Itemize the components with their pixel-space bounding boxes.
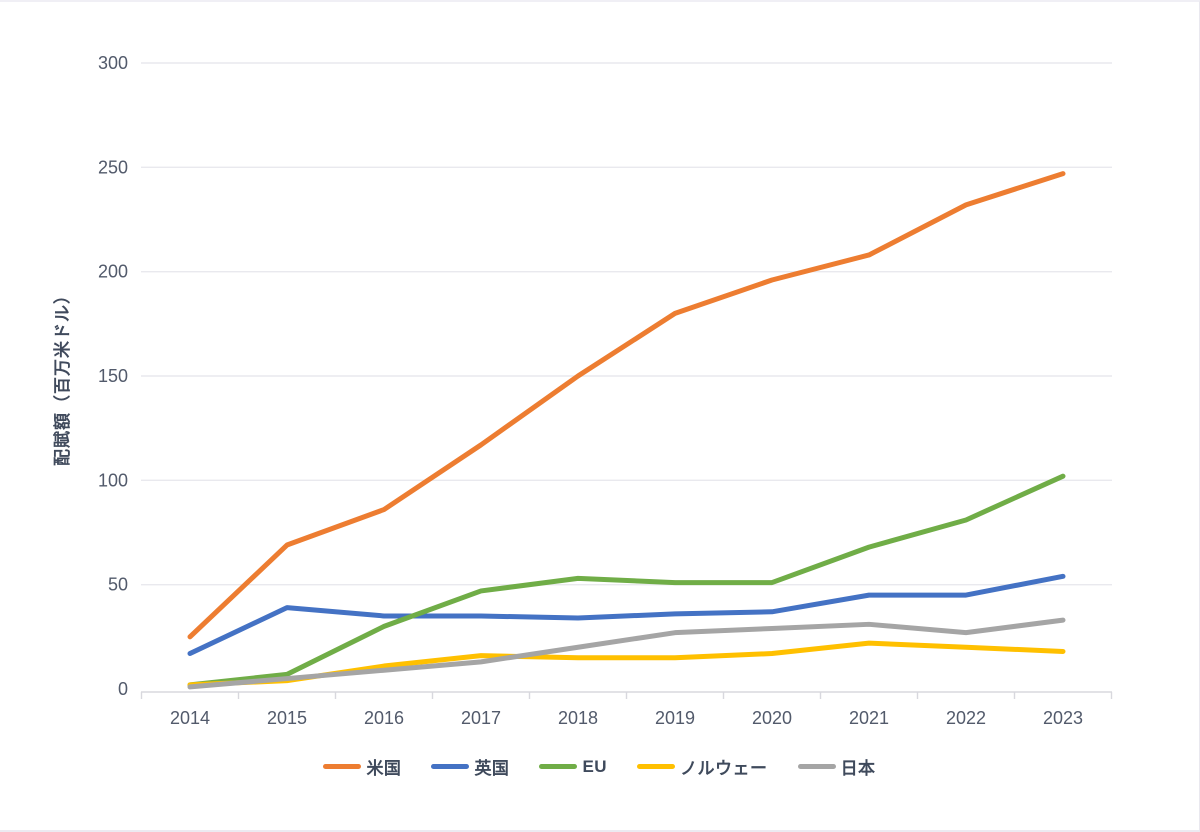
legend-item-norway: ノルウェー [637, 754, 768, 779]
x-tick-label: 2022 [946, 708, 986, 728]
legend-label-us: 米国 [366, 759, 402, 778]
legend-label-uk: 英国 [474, 759, 510, 778]
y-axis-title: 配賦額（百万米ドル） [52, 286, 72, 466]
chart-legend: 米国 英国 EU ノルウェー 日本 [0, 754, 1199, 779]
y-tick-label: 300 [98, 53, 128, 73]
x-tick-label: 2019 [655, 708, 695, 728]
x-tick-label: 2020 [752, 708, 792, 728]
series-line-4 [187, 617, 1066, 690]
series-line-2 [187, 473, 1066, 688]
x-tick-label: 2015 [267, 708, 307, 728]
legend-item-uk: 英国 [431, 754, 509, 779]
legend-label-japan: 日本 [840, 759, 876, 778]
x-tick-label: 2017 [461, 708, 501, 728]
x-tick-label: 2016 [364, 708, 404, 728]
x-tick-label: 2023 [1043, 708, 1083, 728]
x-tick-label: 2018 [558, 708, 598, 728]
legend-label-norway: ノルウェー [680, 759, 768, 778]
legend-line-swatch-japan [797, 764, 836, 769]
legend-item-us: 米国 [323, 754, 401, 779]
x-tick-label: 2021 [849, 708, 889, 728]
y-tick-label: 100 [98, 470, 128, 490]
series-line-3 [187, 640, 1066, 688]
y-tick-label: 250 [98, 157, 128, 177]
legend-item-eu: EU [539, 757, 607, 777]
legend-item-japan: 日本 [797, 754, 876, 779]
x-tick-label: 2014 [170, 708, 210, 728]
legend-line-swatch-uk [431, 764, 470, 769]
legend-line-swatch-us [323, 764, 362, 769]
legend-label-eu: EU [582, 756, 608, 776]
y-tick-label: 200 [98, 262, 128, 282]
y-tick-label: 0 [118, 679, 128, 699]
series-line-0 [187, 171, 1066, 640]
legend-line-swatch-norway [637, 764, 676, 769]
y-tick-label: 50 [108, 575, 128, 595]
series-line-1 [187, 573, 1066, 657]
legend-line-swatch-eu [539, 764, 578, 769]
y-tick-label: 150 [98, 366, 128, 386]
